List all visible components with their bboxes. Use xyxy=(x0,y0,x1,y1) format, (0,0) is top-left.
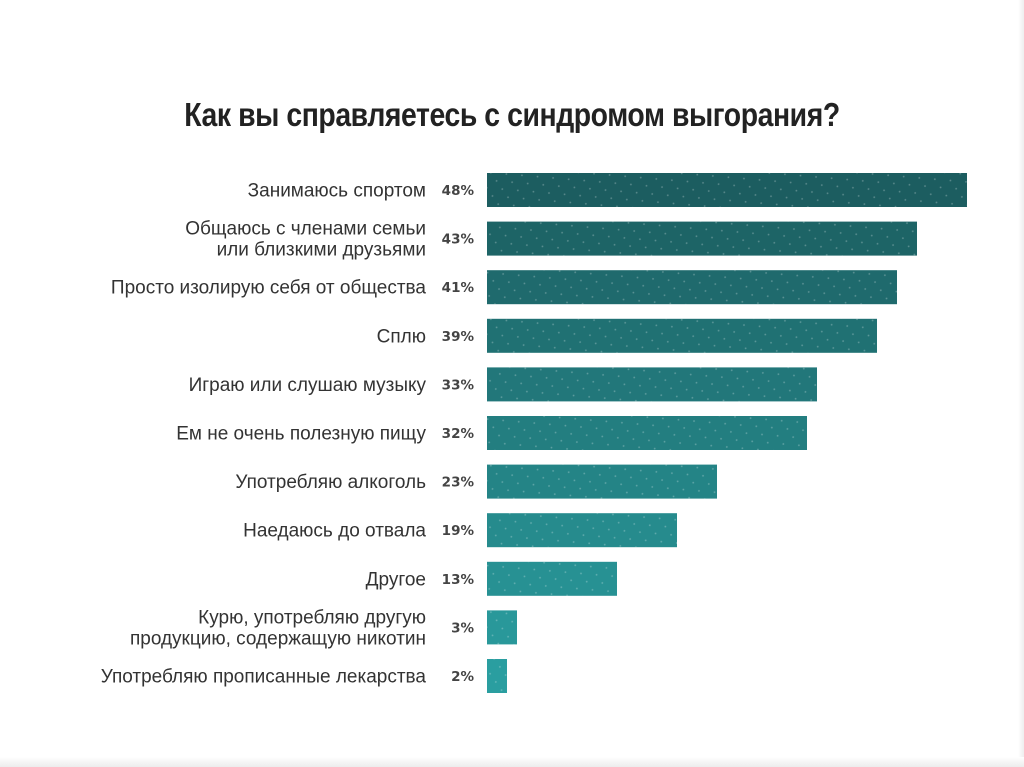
category-label-3: Просто изолирую себя от общества xyxy=(111,278,427,299)
category-label-9: Другое xyxy=(366,569,426,590)
chart-title: Как вы справляетесь с синдромом выгорани… xyxy=(184,96,840,133)
value-label-8: 19% xyxy=(442,523,475,539)
bar-texture-1 xyxy=(487,173,967,207)
bar-texture-11 xyxy=(487,659,507,693)
category-label-11: Употребляю прописанные лекарства xyxy=(101,667,427,688)
bar-texture-10 xyxy=(487,610,517,645)
value-label-2: 43% xyxy=(442,232,475,248)
category-labels-group: Занимаюсь спортом Общаюсь с членами семьи… xyxy=(101,181,427,688)
bar-texture-3 xyxy=(487,270,897,305)
category-label-1: Занимаюсь спортом xyxy=(248,181,426,202)
value-label-5: 33% xyxy=(442,377,475,393)
value-label-10: 3% xyxy=(451,620,474,636)
category-label-8: Наедаюсь до отвала xyxy=(243,521,426,542)
slide-edge-bottom xyxy=(0,757,1024,767)
value-label-4: 39% xyxy=(442,329,475,345)
category-label-4: Сплю xyxy=(377,326,426,347)
category-label-7: Употребляю алкоголь xyxy=(235,472,426,493)
value-label-7: 23% xyxy=(442,475,475,491)
bar-texture-6 xyxy=(487,416,807,450)
bars-group xyxy=(487,173,967,693)
value-label-11: 2% xyxy=(451,669,474,685)
value-label-3: 41% xyxy=(442,280,475,296)
bar-texture-9 xyxy=(487,561,617,596)
category-label-2: Общаюсь с членами семьи или близкими друз… xyxy=(185,219,426,261)
bar-texture-4 xyxy=(487,318,877,353)
slide-edge xyxy=(1018,0,1024,767)
value-labels-group: 48% 43% 41% 39% 33% 32% 23% 19% 13% 3% 2% xyxy=(442,183,475,685)
category-label-6: Ем не очень полезную пищу xyxy=(176,424,426,445)
bar-texture-7 xyxy=(487,464,717,499)
value-label-9: 13% xyxy=(442,572,475,588)
value-label-6: 32% xyxy=(442,426,475,442)
category-label-5: Играю или слушаю музыку xyxy=(189,375,427,396)
bar-texture-2 xyxy=(487,221,917,256)
bar-texture-8 xyxy=(487,513,677,548)
bar-texture-5 xyxy=(487,367,817,402)
category-label-10: Курю, употребляю другую продукцию, содерж… xyxy=(130,607,426,649)
value-label-1: 48% xyxy=(442,183,475,199)
